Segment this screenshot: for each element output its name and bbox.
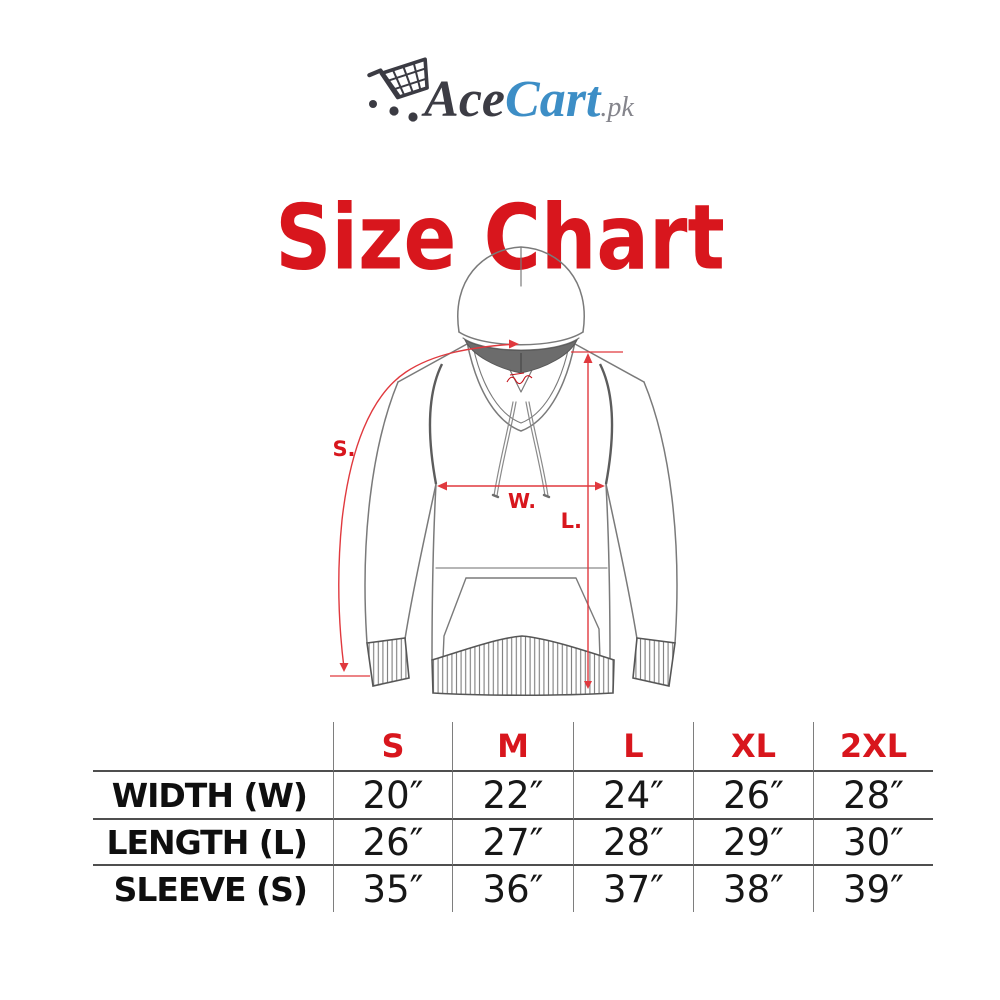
brand-logo: Ace Cart .pk (0, 44, 1000, 128)
width-value-2xl: 28″ (813, 772, 933, 820)
column-header-l: L (573, 722, 693, 772)
width-value-m: 22″ (452, 772, 573, 820)
sleeve-value-m: 36″ (452, 866, 573, 912)
page-title: Size Chart (275, 186, 725, 291)
column-header-s: S (333, 722, 452, 772)
hoodie-line-drawing: S. W. L. (330, 246, 678, 697)
sleeve-value-xl: 38″ (693, 866, 813, 912)
length-value-m: 27″ (452, 820, 573, 866)
collar-inner (472, 345, 570, 424)
size-table: S M L XL 2XL WIDTH (W) 20″ 22″ 24″ 26″ 2… (93, 722, 933, 912)
width-value-l: 24″ (573, 772, 693, 820)
body-side-left (431, 483, 437, 661)
table-corner-cell (93, 722, 333, 772)
brand-domain-suffix: .pk (600, 92, 634, 124)
shopping-cart-icon (367, 57, 430, 122)
drawstrings (491, 401, 551, 499)
brand-wordmark: Ace Cart .pk (424, 70, 634, 128)
cuff-ribbing-left (366, 637, 410, 687)
hoodie-measurement-diagram: S. W. L. (330, 240, 702, 704)
column-header-xl: XL (693, 722, 813, 772)
column-header-m: M (452, 722, 573, 772)
length-value-xl: 29″ (693, 820, 813, 866)
length-value-2xl: 30″ (813, 820, 933, 866)
hood-outline (457, 246, 585, 333)
row-label-sleeve: SLEEVE (S) (113, 869, 308, 909)
sleeve-measurement-line (338, 343, 517, 669)
raglan-seam-right (598, 363, 614, 485)
raglan-seam-left (428, 363, 444, 485)
length-label: L. (561, 509, 582, 533)
hem-ribbing (431, 635, 615, 697)
inner-label-signature (506, 372, 533, 385)
sleeve-right-outer (643, 381, 678, 644)
row-label-length: LENGTH (L) (93, 820, 333, 866)
measurement-arrowheads (339, 339, 605, 689)
length-value-l: 28″ (573, 820, 693, 866)
width-label: W. (508, 489, 536, 513)
sleeve-left-inner (404, 483, 437, 640)
brand-name-cart: Cart (505, 70, 601, 128)
collar-outer (466, 341, 576, 432)
sleeve-right-inner (605, 483, 638, 640)
body-side-right (605, 483, 611, 661)
row-label-width: WIDTH (W) (93, 772, 333, 820)
sleeve-value-2xl: 39″ (813, 866, 933, 912)
width-value-s: 20″ (333, 772, 452, 820)
sleeve-left-outer (364, 381, 399, 644)
sleeve-label: S. (332, 437, 355, 461)
shoulder-right (574, 343, 645, 383)
shoulder-left (397, 343, 468, 383)
brand-name-ace: Ace (424, 70, 506, 128)
sleeve-value-s: 35″ (333, 866, 452, 912)
length-value-s: 26″ (333, 820, 452, 866)
column-header-2xl: 2XL (813, 722, 933, 772)
hood-brim-outer (458, 331, 584, 346)
cuff-ribbing-right (632, 637, 676, 687)
sleeve-value-l: 37″ (573, 866, 693, 912)
width-value-xl: 26″ (693, 772, 813, 820)
